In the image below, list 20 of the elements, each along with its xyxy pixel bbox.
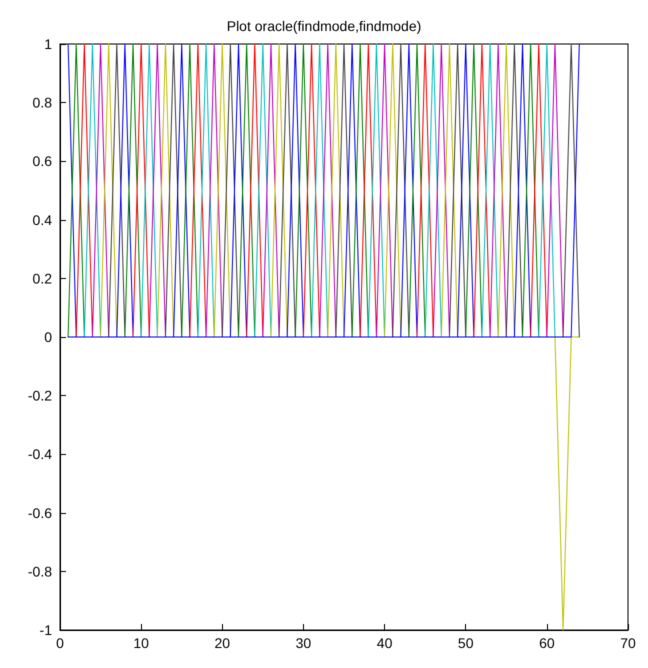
x-tick-label: 30 <box>296 635 312 651</box>
y-tick-label: 0.2 <box>32 270 52 286</box>
y-tick-label: -1 <box>40 622 52 638</box>
x-tick-label: 40 <box>376 635 393 651</box>
y-tick-label: -0.8 <box>28 563 52 580</box>
x-tick-label: 10 <box>133 635 150 651</box>
x-tick-label: 60 <box>539 635 555 651</box>
x-tick-label: 20 <box>214 635 230 651</box>
y-tick-label: 0 <box>44 329 52 345</box>
y-tick-label: -0.2 <box>28 388 52 404</box>
x-tick-label: 50 <box>458 635 474 651</box>
y-tick-label: -0.4 <box>28 446 52 462</box>
x-tick-label: 70 <box>620 635 636 651</box>
y-tick-label: 0.6 <box>32 153 52 170</box>
x-tick-label: 0 <box>56 635 64 651</box>
y-tick-label: 0.4 <box>32 212 52 228</box>
chart-title: Plot oracle(findmode,findmode) <box>226 18 422 34</box>
y-tick-label: -0.6 <box>28 504 52 521</box>
y-tick-label: 0.8 <box>32 94 52 111</box>
y-tick-label: 1 <box>44 36 52 52</box>
